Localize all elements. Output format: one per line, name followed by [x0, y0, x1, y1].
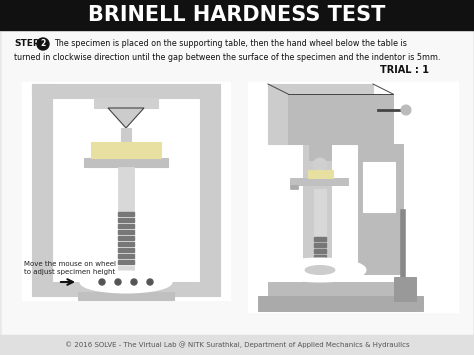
- Bar: [78, 292, 174, 300]
- Bar: [290, 178, 348, 185]
- Bar: [118, 236, 134, 240]
- Bar: [118, 248, 134, 252]
- Bar: [121, 128, 131, 142]
- Bar: [22, 82, 230, 300]
- Bar: [268, 84, 373, 144]
- Bar: [258, 296, 423, 311]
- Bar: [303, 87, 331, 302]
- Bar: [288, 94, 393, 144]
- Bar: [358, 144, 403, 274]
- Polygon shape: [108, 108, 144, 128]
- Text: turned in clockwise direction until the gap between the surface of the specimen : turned in clockwise direction until the …: [14, 53, 440, 61]
- Bar: [32, 282, 220, 296]
- Bar: [314, 249, 326, 253]
- Bar: [314, 189, 326, 237]
- Text: STEP: STEP: [14, 39, 39, 49]
- Ellipse shape: [81, 272, 171, 292]
- Bar: [2, 30, 472, 335]
- Bar: [118, 218, 134, 222]
- Bar: [118, 212, 134, 216]
- Ellipse shape: [275, 259, 365, 281]
- Bar: [363, 162, 395, 212]
- Bar: [84, 158, 168, 167]
- Bar: [91, 142, 161, 158]
- Bar: [118, 266, 134, 274]
- Bar: [309, 144, 331, 160]
- Text: 2: 2: [40, 39, 46, 49]
- Circle shape: [313, 158, 327, 172]
- Bar: [394, 277, 416, 301]
- Bar: [94, 98, 158, 108]
- Text: The specimen is placed on the supporting table, then the hand wheel below the ta: The specimen is placed on the supporting…: [54, 39, 407, 49]
- Text: © 2016 SOLVE - The Virtual Lab @ NITK Surathkal, Department of Applied Mechanics: © 2016 SOLVE - The Virtual Lab @ NITK Su…: [64, 342, 410, 348]
- Bar: [308, 170, 333, 178]
- Ellipse shape: [305, 266, 335, 274]
- Bar: [0, 335, 474, 355]
- Bar: [314, 261, 326, 265]
- Bar: [200, 84, 220, 282]
- Bar: [268, 282, 413, 296]
- Bar: [118, 254, 134, 258]
- Bar: [118, 242, 134, 246]
- Circle shape: [99, 279, 105, 285]
- Circle shape: [37, 38, 49, 50]
- Bar: [314, 267, 326, 271]
- Bar: [0, 0, 474, 30]
- Bar: [32, 84, 52, 282]
- Circle shape: [401, 105, 411, 115]
- Bar: [118, 167, 134, 212]
- Bar: [118, 224, 134, 228]
- Circle shape: [115, 279, 121, 285]
- Circle shape: [131, 279, 137, 285]
- Text: BRINELL HARDNESS TEST: BRINELL HARDNESS TEST: [88, 5, 386, 25]
- Bar: [248, 82, 458, 312]
- Bar: [314, 237, 326, 241]
- Bar: [32, 84, 220, 98]
- Text: Move the mouse on wheel
to adjust specimen height: Move the mouse on wheel to adjust specim…: [24, 261, 116, 275]
- Bar: [118, 260, 134, 264]
- Text: TRIAL : 1: TRIAL : 1: [380, 65, 429, 75]
- Bar: [290, 185, 298, 189]
- Bar: [314, 255, 326, 259]
- Bar: [314, 243, 326, 247]
- Bar: [118, 230, 134, 234]
- Circle shape: [147, 279, 153, 285]
